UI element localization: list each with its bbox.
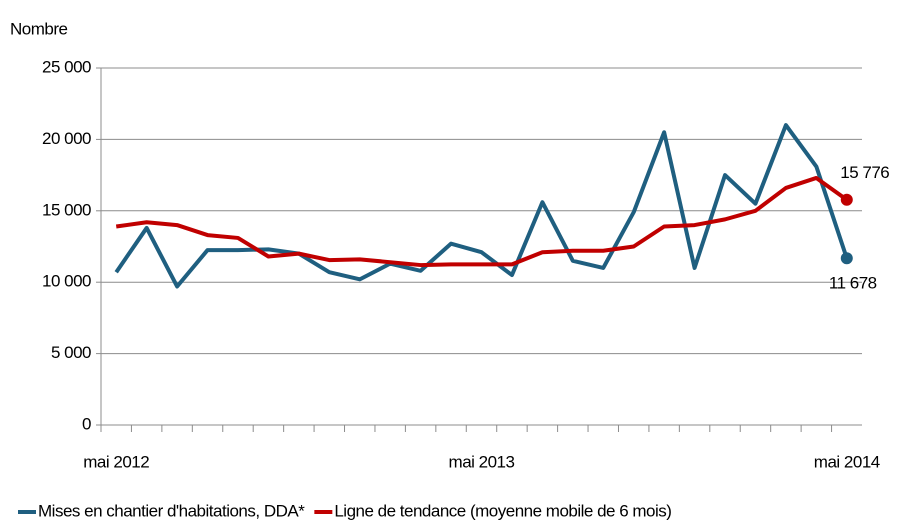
x-tick-label: mai 2012 bbox=[83, 452, 149, 471]
series-line bbox=[115, 175, 848, 268]
y-tick-label: 10 000 bbox=[42, 272, 91, 291]
y-tick-label: 0 bbox=[82, 414, 91, 433]
y-tick-label: 25 000 bbox=[42, 57, 91, 76]
series-line bbox=[114, 123, 849, 289]
legend-label: Mises en chantier d'habitations, DDA* bbox=[38, 501, 305, 520]
data-label: 11 678 bbox=[829, 274, 877, 293]
y-tick-label: 15 000 bbox=[42, 200, 91, 219]
x-tick-label: mai 2013 bbox=[449, 452, 515, 471]
end-marker bbox=[840, 252, 853, 265]
y-tick-label: 5 000 bbox=[51, 343, 91, 362]
legend-label: Ligne de tendance (moyenne mobile de 6 m… bbox=[334, 501, 671, 520]
x-tick-label: mai 2014 bbox=[814, 452, 880, 471]
data-label: 15 776 bbox=[840, 163, 889, 182]
y-axis-label: Nombre bbox=[10, 19, 68, 38]
y-tick-label: 20 000 bbox=[42, 129, 91, 148]
end-marker bbox=[840, 193, 853, 206]
